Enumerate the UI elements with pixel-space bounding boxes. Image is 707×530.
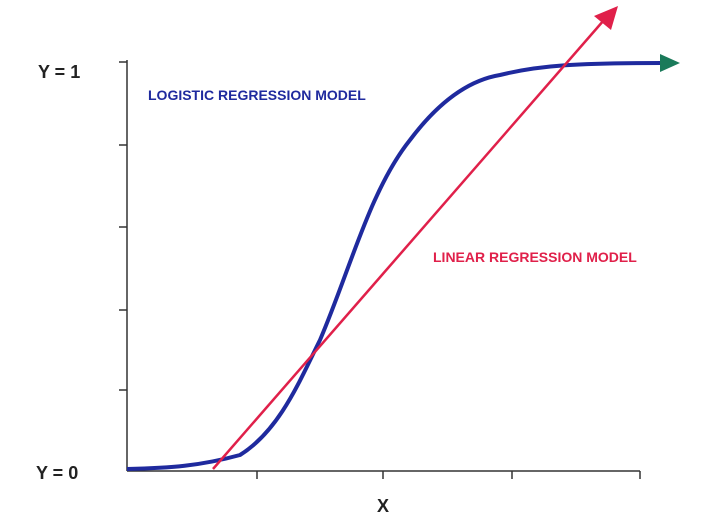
logistic-curve (126, 61, 663, 471)
linear-line (212, 19, 605, 470)
y-bottom-label: Y = 0 (36, 463, 78, 483)
linear-label: LINEAR REGRESSION MODEL (433, 249, 637, 265)
logistic-arrowhead (660, 54, 680, 72)
logistic-label: LOGISTIC REGRESSION MODEL (148, 87, 366, 103)
x-axis-label: X (377, 496, 389, 516)
axes (119, 60, 641, 479)
linear-arrowhead (594, 6, 618, 30)
y-top-label: Y = 1 (38, 62, 80, 82)
